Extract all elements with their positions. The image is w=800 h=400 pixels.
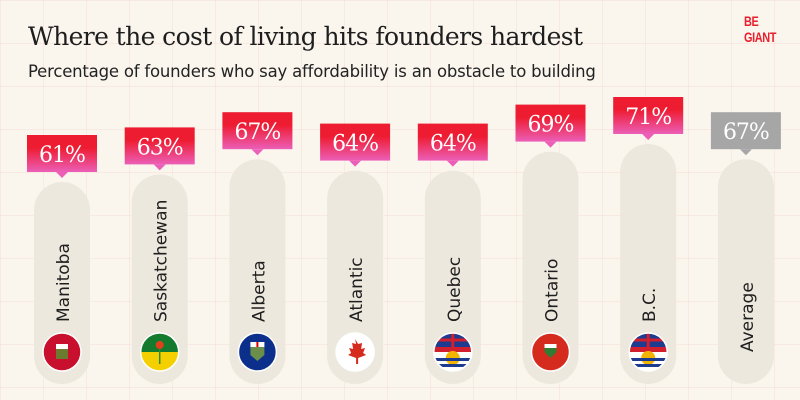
- value-label-pointer: [544, 141, 557, 148]
- value-label-box: [27, 135, 97, 172]
- value-label-pointer: [251, 149, 264, 156]
- category-label: Quebec: [445, 257, 465, 322]
- value-label: 69%: [528, 113, 574, 138]
- value-label-pointer: [446, 160, 459, 167]
- bar: [620, 144, 677, 384]
- value-label-pointer: [642, 134, 655, 140]
- bar-group: 61% Manitoba: [27, 135, 97, 384]
- bar-group: 69% Ontario: [515, 104, 586, 384]
- be-giant-logo: BE GIANT: [744, 13, 777, 45]
- bar: [522, 151, 579, 384]
- bar-group: 71% B.C.: [613, 97, 684, 384]
- chart-subtitle: Percentage of founders who say affordabi…: [28, 62, 596, 81]
- category-label: Manitoba: [54, 243, 74, 322]
- category-label: Atlantic: [347, 257, 367, 322]
- value-label-box: [710, 112, 781, 150]
- alberta-flag-icon: [237, 332, 278, 372]
- value-label-box: [222, 112, 293, 150]
- value-label: 71%: [625, 105, 671, 130]
- value-label-box: [613, 97, 684, 134]
- bc-flag-icon: [628, 332, 668, 372]
- value-label: 63%: [137, 135, 183, 160]
- category-label: B.C.: [640, 288, 660, 322]
- value-label-pointer: [349, 160, 362, 167]
- bar: [327, 170, 384, 384]
- bar: [424, 170, 481, 384]
- category-label: Ontario: [543, 259, 563, 322]
- value-label-box: [320, 123, 391, 161]
- value-label: 67%: [234, 120, 280, 145]
- ontario-flag-icon: [530, 332, 571, 372]
- saskatchewan-flag-icon: [139, 332, 180, 372]
- canada-flag-icon: [335, 332, 375, 372]
- value-label-box: [124, 127, 195, 165]
- value-label-box: [417, 123, 488, 161]
- bar: [131, 174, 188, 384]
- bar-group: 64% Quebec: [417, 123, 488, 384]
- bar: [34, 182, 90, 384]
- value-label-pointer: [56, 172, 68, 178]
- category-label: Saskatchewan: [152, 200, 172, 322]
- value-label: 64%: [332, 132, 378, 157]
- bar-group: 67% Average: [710, 112, 781, 384]
- category-label: Average: [738, 282, 758, 352]
- value-label-box: [515, 104, 586, 142]
- bar-group: 63% Saskatchewan: [124, 127, 195, 384]
- category-label: Alberta: [249, 260, 269, 322]
- value-label: 67%: [723, 120, 769, 145]
- value-label-pointer: [153, 164, 166, 171]
- manitoba-flag-icon: [42, 332, 82, 372]
- bar: [717, 159, 774, 384]
- value-label: 61%: [39, 143, 85, 168]
- chart-title: Where the cost of living hits founders h…: [28, 22, 583, 51]
- quebec-flag-icon: [433, 332, 473, 372]
- value-label-pointer: [739, 149, 752, 156]
- bar: [229, 159, 286, 384]
- bar-group: 64% Atlantic: [320, 123, 391, 384]
- value-label: 64%: [430, 132, 476, 157]
- bar-group: 67% Alberta: [222, 112, 293, 384]
